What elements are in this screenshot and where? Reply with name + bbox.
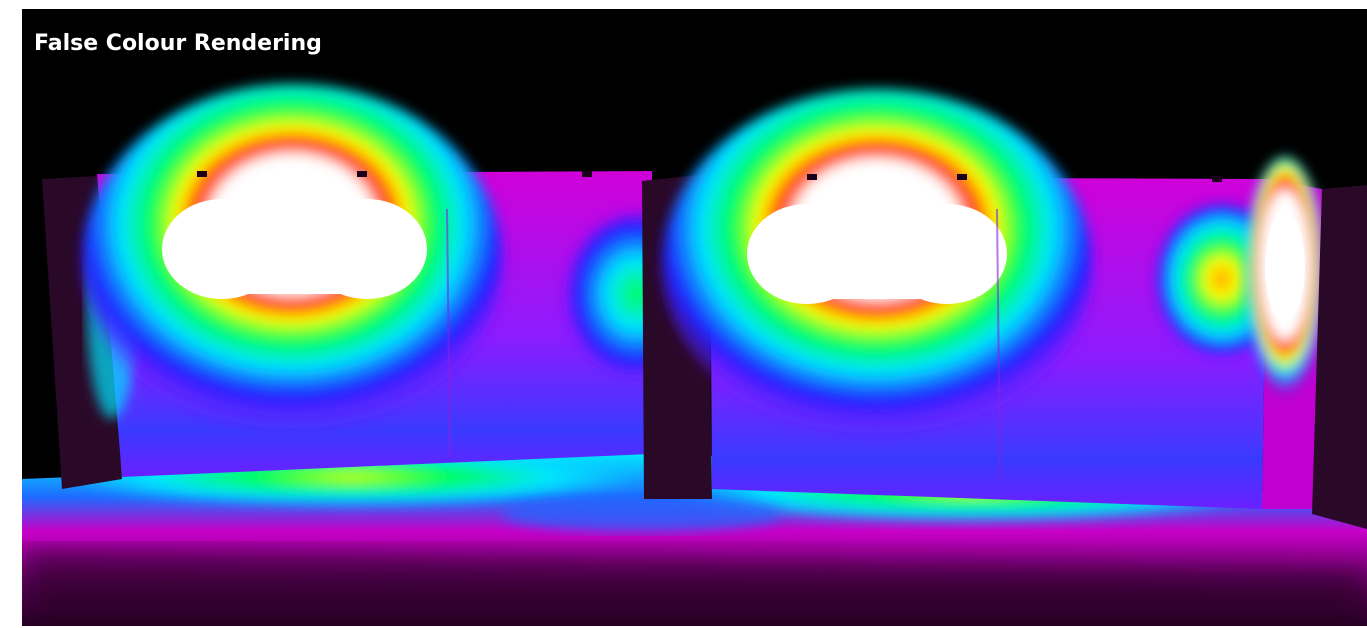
render-viewport: False Colour Rendering — [22, 9, 1367, 626]
right-side-wall — [1312, 185, 1367, 529]
ceiling-fixture — [357, 171, 367, 177]
ceiling-fixture — [582, 171, 592, 177]
render-title: False Colour Rendering — [34, 31, 322, 56]
left-booth-core — [162, 199, 427, 299]
ceiling-fixture — [1212, 176, 1222, 182]
right-booth-core — [747, 204, 1007, 304]
false-colour-scene — [22, 84, 1367, 626]
ceiling-fixture — [957, 174, 967, 180]
ceiling-fixture — [807, 174, 817, 180]
ceiling-fixture — [197, 171, 207, 177]
